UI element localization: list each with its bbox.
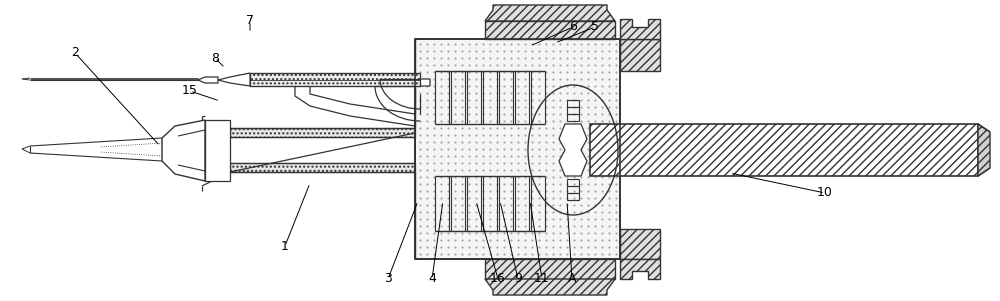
Bar (485, 21, 615, 39)
Bar (230, 163, 415, 172)
Text: 1: 1 (281, 240, 289, 253)
Polygon shape (198, 77, 218, 83)
Polygon shape (485, 279, 615, 295)
Bar (620, 229, 660, 259)
Bar (205, 120, 230, 181)
Text: 3: 3 (384, 272, 392, 286)
Bar (590, 124, 978, 176)
Text: 2: 2 (71, 46, 79, 60)
Polygon shape (978, 124, 990, 176)
Text: 9: 9 (514, 272, 522, 286)
Bar (250, 73, 420, 86)
Text: 5: 5 (591, 20, 599, 33)
Text: 6: 6 (569, 20, 577, 33)
Polygon shape (620, 259, 660, 279)
Polygon shape (162, 120, 205, 181)
Polygon shape (559, 124, 587, 176)
Polygon shape (218, 73, 250, 86)
Polygon shape (620, 19, 660, 39)
Bar (620, 39, 660, 71)
Text: 7: 7 (246, 14, 254, 27)
Text: 10: 10 (817, 187, 833, 200)
Bar (230, 137, 415, 163)
Bar (415, 39, 620, 259)
Bar (485, 259, 615, 279)
Text: 8: 8 (211, 51, 219, 64)
Bar (230, 128, 415, 137)
Text: 11: 11 (534, 272, 550, 286)
Text: 4: 4 (428, 272, 436, 286)
Polygon shape (485, 5, 615, 21)
Text: 16: 16 (490, 272, 506, 286)
Text: 15: 15 (182, 85, 198, 98)
Polygon shape (295, 79, 430, 133)
Text: A: A (568, 272, 576, 286)
